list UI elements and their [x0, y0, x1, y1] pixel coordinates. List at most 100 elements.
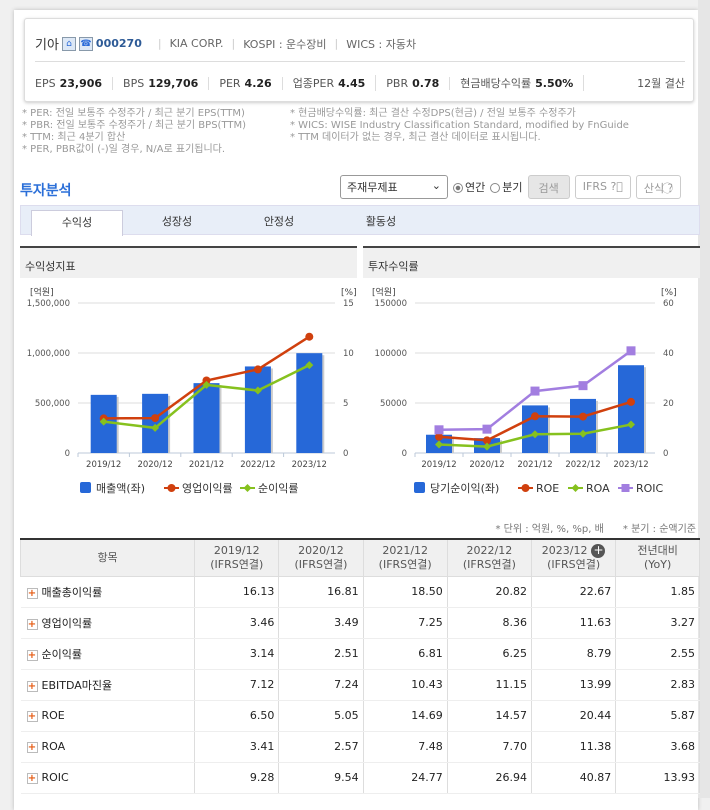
left-tick: 150000 [375, 299, 407, 309]
expand-icon[interactable]: + [26, 711, 38, 722]
metric-pbr: PBR 0.78 [386, 76, 451, 90]
point [305, 332, 314, 341]
metric-eps: EPS 23,906 [35, 76, 114, 90]
table-row: + 영업이익률 3.46 3.49 7.25 8.36 11.63 3.27 [20, 607, 700, 639]
section-title: 투자분석 [20, 183, 72, 199]
table-cell: 40.87 [531, 762, 617, 794]
expand-icon[interactable]: + [26, 587, 38, 599]
legend-marker [621, 484, 630, 492]
home-icon[interactable]: ⌂ [61, 36, 76, 51]
tab-profitability[interactable]: 수익성 [31, 210, 123, 236]
right-tick: 40 [663, 349, 674, 359]
statement-select[interactable]: 주재무제표 ⌄ [340, 175, 448, 199]
legend-marker [571, 484, 580, 492]
note-line: * TTM: 최근 4분기 합산 [22, 132, 126, 143]
table-row: + EBITDA마진율 7.12 7.24 10.43 11.15 13.99 2.83 [20, 669, 700, 701]
row-header: + 매출총이익률 [20, 576, 196, 608]
table-row: + ROA 3.41 2.57 7.48 7.70 11.38 3.68 [20, 731, 700, 763]
table-cell: 3.14 [194, 638, 280, 670]
metric-label: BPS [123, 76, 145, 90]
bar-2022/12 [244, 366, 271, 453]
expand-icon[interactable]: + [26, 773, 38, 784]
table-cell: 16.13 [194, 576, 280, 608]
metric-value: 0.78 [412, 76, 440, 90]
point [579, 412, 587, 421]
expand-icon[interactable]: + [26, 742, 38, 753]
header-line1: 항목 [97, 550, 118, 564]
column-header: 2020/12 (IFRS연결) [278, 538, 364, 577]
table-cell: 6.81 [363, 638, 448, 670]
table-row: + ROIC 9.28 9.54 24.77 26.94 40.87 13.93 [20, 762, 700, 794]
legend-label: 당기순이익(좌) [430, 482, 499, 495]
expand-icon[interactable]: + [26, 649, 38, 661]
tab-stability[interactable]: 안정성 [263, 215, 295, 228]
bar-2020/12 [142, 393, 169, 453]
point [202, 380, 211, 389]
legend-label: 순이익률 [258, 482, 298, 495]
right-tick: 15 [343, 299, 354, 309]
legend-swatch [414, 482, 425, 493]
point [530, 386, 540, 396]
expand-icon[interactable]: + [26, 680, 38, 692]
column-header: 2023/12 + (IFRS연결) [531, 538, 617, 577]
x-tick: 2023/12 [292, 460, 327, 470]
right-tick: 10 [343, 349, 354, 359]
tab-growth[interactable]: 성장성 [161, 215, 193, 228]
left-tick: 1,500,000 [27, 299, 70, 309]
metric-value: 5.50% [535, 77, 574, 90]
bar-2022/12 [570, 398, 596, 453]
ifrs-help-button[interactable]: IFRS ?⃝ [574, 175, 631, 199]
note-line: * WICS: WISE Industry Classification Sta… [290, 120, 629, 131]
radio-quarter-label: 분기 [502, 181, 523, 194]
eng-name: KIA CORP. [169, 37, 224, 50]
phone-icon[interactable]: ☎ [78, 36, 93, 51]
row-label: ROIC [41, 771, 69, 784]
legend-label: 영업이익률 [182, 482, 233, 495]
company-info-card: 기아 ⌂ ☎ 000270 | KIA CORP. | KOSPI : 운수장비 |… [24, 18, 694, 102]
bar-2021/12 [193, 383, 220, 453]
row-label: 매출총이익률 [41, 585, 103, 599]
row-label: ROA [41, 740, 66, 753]
radio-annual[interactable]: 연간 [453, 179, 485, 195]
note-line: * 현금배당수익률: 최근 결산 수정DPS(현금) / 전일 보통주 수정주가 [290, 108, 576, 119]
table-cell: 5.87 [615, 700, 700, 732]
right-tick: 60 [663, 299, 674, 309]
header-line2: (IFRS연결) [294, 557, 348, 571]
table-cell: 1.85 [615, 576, 700, 608]
note-line: * TTM 데이터가 없는 경우, 최근 결산 데이터로 표시됩니다. [290, 132, 541, 143]
radio-quarter[interactable]: 분기 [490, 179, 523, 195]
formula-help-button[interactable]: 산식 ?⃝ [635, 175, 681, 199]
metric-label: EPS [35, 76, 56, 90]
chevron-down-icon: ⌄ [431, 179, 441, 192]
table-cell: 2.57 [278, 731, 364, 763]
expand-icon[interactable]: + [26, 618, 38, 630]
profitability-chart: [억원] [%] 0 0 500,000 5 1,000,000 10 1,500,000 15 2… [27, 286, 357, 495]
table-cell: 7.48 [363, 731, 448, 763]
table-cell: 7.70 [447, 731, 533, 763]
metric-label: PER [219, 76, 241, 90]
unit-note: * 단위 : 억원, %, %p, 배 [495, 524, 604, 535]
expand-plus-icon[interactable]: + [591, 542, 606, 558]
metric-업종per: 업종PER 4.45 [293, 75, 377, 91]
point [253, 365, 262, 374]
legend-marker [167, 484, 176, 492]
scrollbar[interactable] [698, 0, 710, 798]
table-cell: 16.81 [278, 576, 364, 608]
search-button[interactable]: 검색 [527, 175, 570, 199]
metric-label: 현금배당수익률 [460, 77, 532, 90]
left-tick: 0 [402, 449, 407, 459]
help-icon: ?⃝ [610, 180, 623, 193]
column-header: 2022/12 (IFRS연결) [446, 538, 533, 577]
table-cell: 22.67 [531, 576, 617, 608]
table-cell: 20.82 [447, 576, 533, 608]
bar-2023/12 [618, 365, 644, 453]
panel-header-returns: 투자수익률 [363, 246, 700, 278]
note-line: * PER: 전일 보통주 수정주가 / 최근 분기 EPS(TTM) [22, 108, 245, 119]
metric-value: 23,906 [59, 76, 103, 90]
column-header: 항목 [19, 538, 196, 577]
point [482, 424, 492, 434]
point [483, 436, 491, 445]
left-axis-unit: [억원] [372, 286, 396, 298]
tab-activity[interactable]: 활동성 [365, 215, 397, 228]
metric-label: PBR [386, 76, 409, 90]
